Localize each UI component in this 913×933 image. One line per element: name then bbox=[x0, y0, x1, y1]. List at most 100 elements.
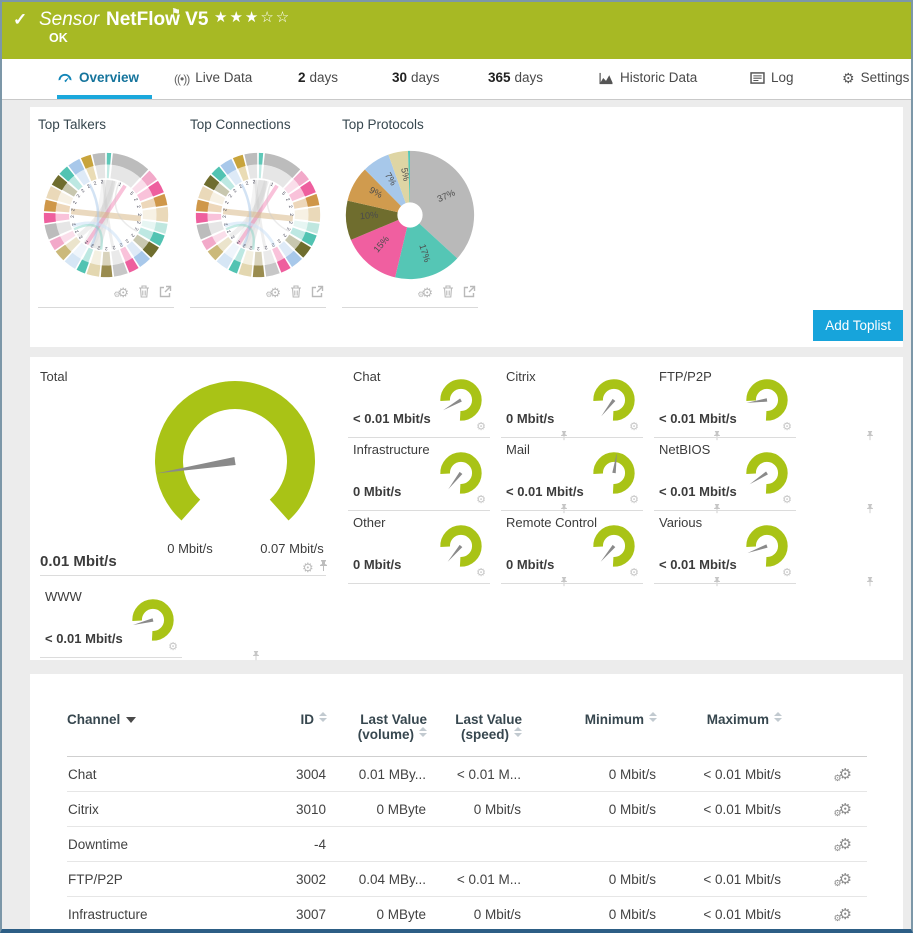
gear-icon[interactable]: ⚙ bbox=[476, 494, 486, 506]
toplist-settings-icon[interactable]: ⚙ ⚙ bbox=[417, 285, 433, 300]
tab-log[interactable]: Log bbox=[750, 59, 794, 99]
channel-settings-icon[interactable]: ⚙ ⚙ bbox=[833, 870, 852, 888]
pin-icon[interactable] bbox=[319, 560, 328, 575]
channel-settings-icon[interactable]: ⚙ ⚙ bbox=[833, 905, 852, 923]
divider bbox=[348, 510, 490, 511]
channel-gauge-value: 0 Mbit/s bbox=[506, 411, 555, 426]
channel-gauge-cell-various: Various < 0.01 Mbit/s ⚙ bbox=[654, 511, 874, 587]
table-row[interactable]: Downtime -4 ⚙ ⚙ bbox=[67, 826, 867, 862]
maximum-cell: < 0.01 Mbit/s bbox=[657, 896, 782, 929]
gauge-icon bbox=[57, 71, 73, 86]
gear-icon[interactable]: ⚙ bbox=[476, 421, 486, 433]
tab-30-days[interactable]: 30 days bbox=[392, 70, 440, 85]
toplist-settings-icon[interactable]: ⚙ ⚙ bbox=[113, 285, 129, 300]
channel-gauge-value: 0 Mbit/s bbox=[353, 484, 402, 499]
channel-gauge[interactable] bbox=[585, 374, 643, 424]
table-row[interactable]: FTP/P2P 3002 0.04 MBy... < 0.01 M... 0 Mbit/… bbox=[67, 861, 867, 897]
add-toplist-button[interactable]: Add Toplist bbox=[813, 310, 903, 341]
tab-overview[interactable]: Overview bbox=[57, 59, 139, 99]
sort-icon bbox=[649, 712, 657, 722]
svg-text:2: 2 bbox=[245, 180, 250, 187]
tab-365-days[interactable]: 365 days bbox=[488, 70, 544, 85]
minimum-cell: 0 Mbit/s bbox=[522, 861, 657, 897]
svg-text:2: 2 bbox=[70, 208, 76, 212]
trash-icon[interactable] bbox=[138, 285, 150, 301]
channel-gauge[interactable] bbox=[738, 447, 796, 497]
svg-text:2: 2 bbox=[236, 238, 242, 245]
trash-icon[interactable] bbox=[290, 285, 302, 301]
trash-icon[interactable] bbox=[442, 285, 454, 301]
gear-icon[interactable]: ⚙ bbox=[782, 421, 792, 433]
total-gauge-min: 0 Mbit/s bbox=[167, 541, 213, 556]
svg-text:2: 2 bbox=[222, 208, 228, 212]
svg-text:2: 2 bbox=[281, 232, 288, 238]
svg-text:2: 2 bbox=[133, 226, 140, 231]
column-header-minimum[interactable]: Minimum bbox=[522, 704, 657, 757]
svg-text:2: 2 bbox=[78, 234, 84, 240]
channel-settings-icon[interactable]: ⚙ ⚙ bbox=[833, 800, 852, 818]
channel-gauge[interactable] bbox=[432, 520, 490, 570]
channel-gauge[interactable] bbox=[585, 520, 643, 570]
svg-text:2: 2 bbox=[226, 228, 233, 234]
channel-gauge[interactable] bbox=[432, 374, 490, 424]
flag-icon[interactable]: ⚑ bbox=[171, 7, 181, 19]
tab-historic-data[interactable]: Historic Data bbox=[598, 59, 697, 99]
external-link-icon[interactable] bbox=[159, 285, 172, 301]
toplist-settings-icon[interactable]: ⚙ ⚙ bbox=[265, 285, 281, 300]
svg-text:2: 2 bbox=[232, 188, 238, 194]
channel-gauge[interactable] bbox=[432, 447, 490, 497]
gear-icon[interactable]: ⚙ bbox=[782, 567, 792, 579]
tab-2-days[interactable]: 2 days bbox=[298, 70, 339, 85]
gear-icon[interactable]: ⚙ bbox=[302, 560, 314, 575]
svg-text:2: 2 bbox=[90, 242, 95, 249]
svg-text:2: 2 bbox=[238, 183, 244, 190]
external-link-icon[interactable] bbox=[463, 285, 476, 301]
svg-text:2: 2 bbox=[288, 213, 294, 216]
total-gauge-label: Total bbox=[40, 369, 68, 384]
column-header-last-value[interactable]: Last Value (volume) bbox=[327, 704, 427, 757]
svg-text:2: 2 bbox=[74, 228, 81, 234]
tab-live-data[interactable]: ((•)) Live Data bbox=[174, 70, 253, 86]
svg-text:2: 2 bbox=[72, 200, 79, 205]
gear-icon[interactable]: ⚙ bbox=[168, 641, 178, 653]
gear-icon[interactable]: ⚙ bbox=[629, 421, 639, 433]
id-cell: 3010 bbox=[257, 791, 327, 827]
priority-stars[interactable]: ★★★☆☆ bbox=[214, 9, 292, 26]
column-header-channel[interactable]: Channel bbox=[67, 704, 257, 757]
status-badge: OK bbox=[49, 31, 68, 45]
external-link-icon[interactable] bbox=[311, 285, 324, 301]
column-header-maximum[interactable]: Maximum bbox=[657, 704, 782, 757]
channel-gauge[interactable] bbox=[738, 374, 796, 424]
channel-settings-icon[interactable]: ⚙ ⚙ bbox=[833, 835, 852, 853]
column-header-id[interactable]: ID bbox=[257, 704, 327, 757]
channel-gauge-cell-www: WWW < 0.01 Mbit/s ⚙ bbox=[40, 585, 260, 661]
svg-text:2: 2 bbox=[76, 193, 83, 199]
tab-settings[interactable]: ⚙ Settings bbox=[842, 70, 910, 86]
channel-gauge-cell-netbios: NetBIOS < 0.01 Mbit/s ⚙ bbox=[654, 438, 874, 514]
gear-icon[interactable]: ⚙ bbox=[629, 567, 639, 579]
gear-icon[interactable]: ⚙ bbox=[476, 567, 486, 579]
divider bbox=[348, 583, 490, 584]
channel-gauge-label: NetBIOS bbox=[659, 442, 711, 457]
channel-gauge[interactable] bbox=[124, 594, 182, 644]
gear-icon[interactable]: ⚙ bbox=[782, 494, 792, 506]
toplist-title: Top Talkers bbox=[38, 117, 107, 132]
table-row[interactable]: Chat 3004 0.01 MBy... < 0.01 M... 0 Mbit/s < … bbox=[67, 756, 867, 792]
table-row[interactable]: Citrix 3010 0 MByte 0 Mbit/s 0 Mbit/s < 0.01 … bbox=[67, 791, 867, 827]
last-value-volume-cell: 0 MByte bbox=[327, 896, 427, 929]
channel-gauge-value: < 0.01 Mbit/s bbox=[659, 411, 737, 426]
toplist-chart[interactable]: 37%17%15%10%9%7% 5% bbox=[342, 140, 478, 290]
channel-settings-icon[interactable]: ⚙ ⚙ bbox=[833, 765, 852, 783]
gear-icon[interactable]: ⚙ bbox=[629, 494, 639, 506]
svg-text:2: 2 bbox=[223, 222, 230, 227]
svg-text:2: 2 bbox=[264, 244, 268, 251]
divider bbox=[40, 657, 182, 658]
channel-gauge[interactable] bbox=[738, 520, 796, 570]
table-row[interactable]: Infrastructure 3007 0 MByte 0 Mbit/s 0 Mbit/… bbox=[67, 896, 867, 929]
svg-text:10%: 10% bbox=[359, 210, 378, 222]
channel-gauge[interactable] bbox=[585, 447, 643, 497]
column-header-last-value[interactable]: Last Value (speed) bbox=[427, 704, 522, 757]
total-gauge[interactable] bbox=[135, 379, 335, 539]
